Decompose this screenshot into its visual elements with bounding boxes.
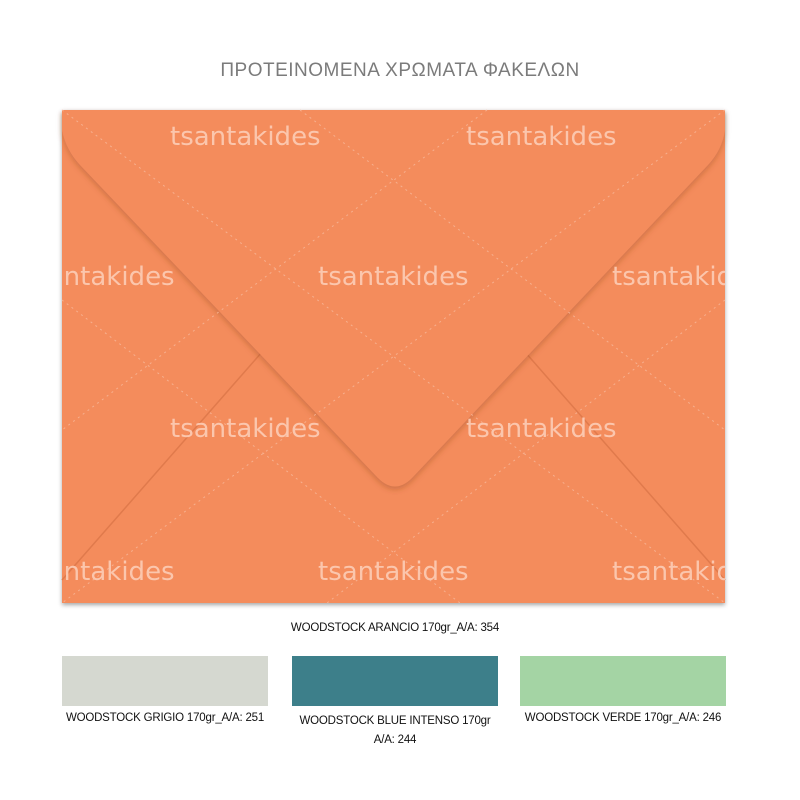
watermark-text: tsantakides bbox=[466, 122, 617, 152]
envelope-side-folds bbox=[61, 351, 726, 581]
swatch-label-verde: WOODSTOCK VERDE 170gr_A/A: 246 bbox=[524, 712, 722, 724]
swatch-grigio bbox=[62, 656, 268, 706]
watermark-text: tsantakides bbox=[612, 557, 763, 587]
page-title: ΠΡΟΤΕΙΝΟΜΕΝΑ ΧΡΩΜΑΤΑ ΦΑΚΕΛΩΝ bbox=[220, 60, 580, 81]
watermark-text: tsantakides bbox=[466, 414, 617, 444]
swatch-verde bbox=[520, 656, 726, 706]
watermark-text: tsantakides bbox=[612, 262, 763, 292]
swatch-blue-intenso bbox=[292, 656, 498, 706]
main-envelope-label: WOODSTOCK ARANCIO 170gr_A/A: 354 bbox=[290, 622, 500, 634]
swatch-label-line1: WOODSTOCK BLUE INTENSO 170gr bbox=[299, 715, 491, 727]
swatch-label-blue-intenso: WOODSTOCK BLUE INTENSO 170gr A/A: 244 bbox=[270, 712, 520, 750]
orange-envelope: tsantakides tsantakides tsantakides tsantak… bbox=[24, 109, 763, 604]
watermarks: tsantakides tsantakides tsantakides tsantak… bbox=[24, 122, 763, 587]
watermark-text: tsantakides bbox=[318, 262, 469, 292]
watermark-text: tsantakides bbox=[24, 262, 175, 292]
watermark-text: tsantakides bbox=[170, 414, 321, 444]
envelope-flap bbox=[62, 110, 725, 487]
watermark-text: tsantakides bbox=[318, 557, 469, 587]
swatch-label-grigio: WOODSTOCK GRIGIO 170gr_A/A: 251 bbox=[65, 712, 265, 724]
watermark-text: tsantakides bbox=[24, 557, 175, 587]
swatch-label-line2: A/A: 244 bbox=[373, 734, 417, 746]
watermark-text: tsantakides bbox=[170, 122, 321, 152]
